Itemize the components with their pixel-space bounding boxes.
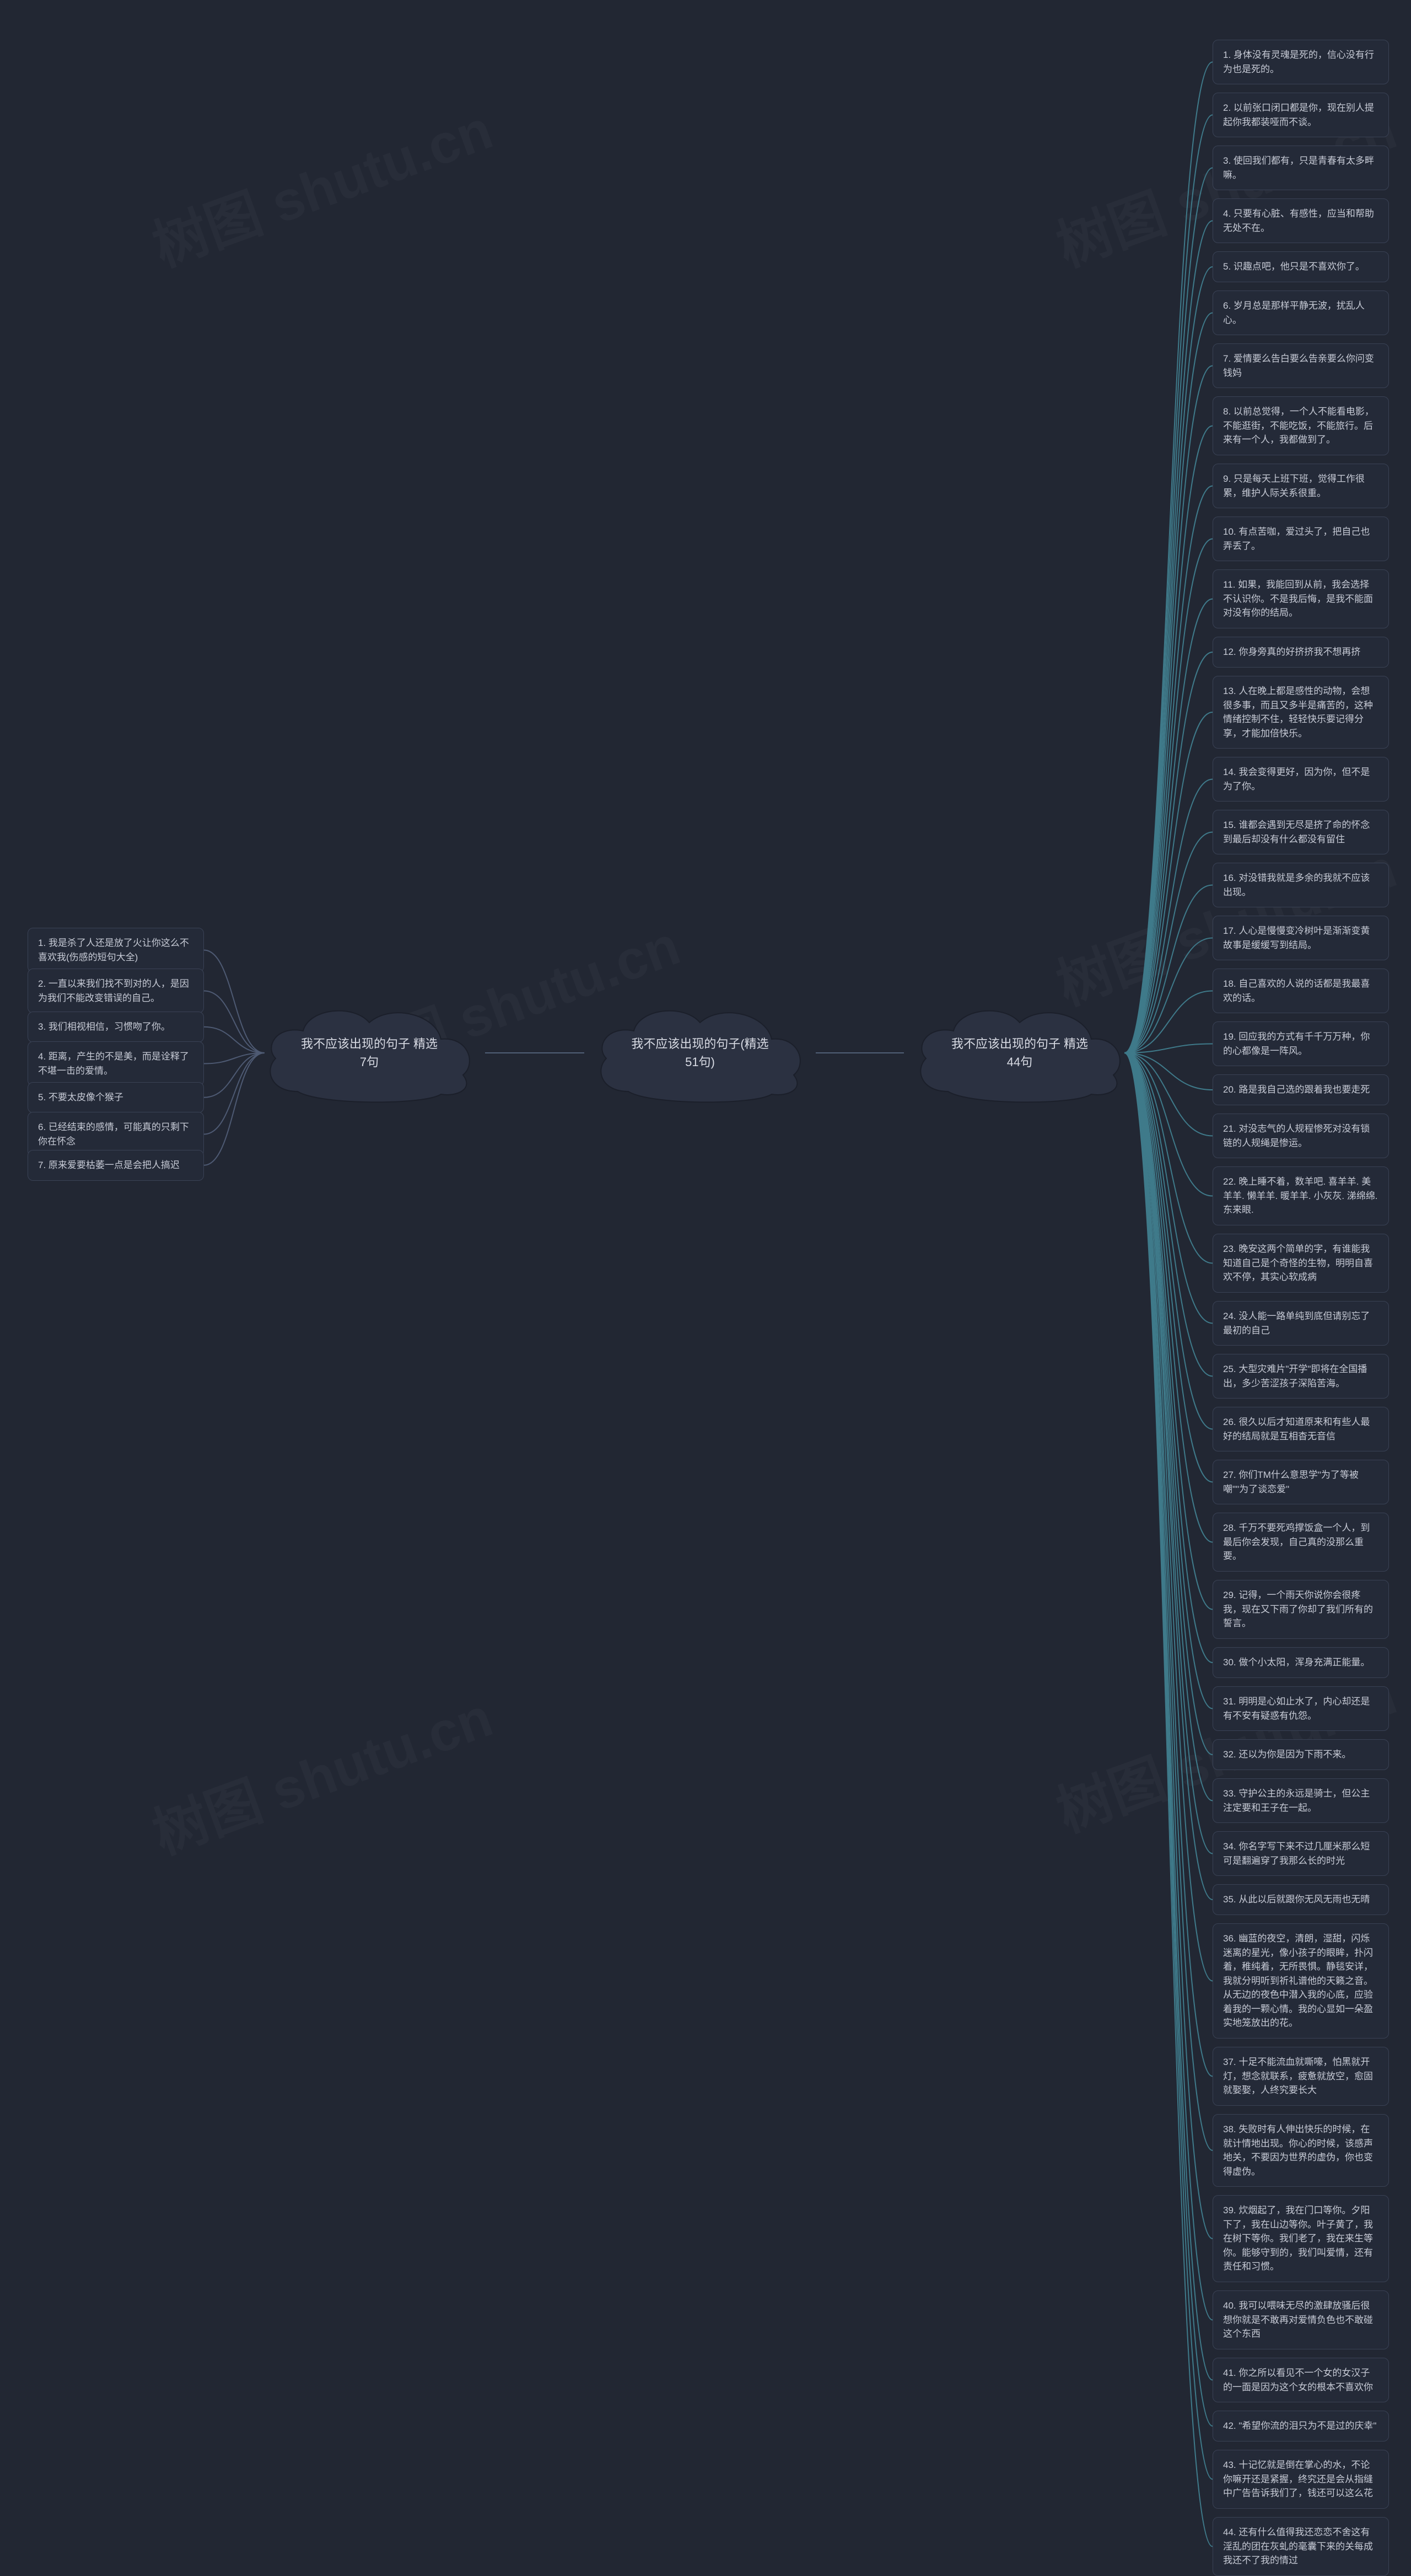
- right-leaf[interactable]: 8. 以前总觉得，一个人不能看电影，不能逛街，不能吃饭，不能旅行。后来有一个人，…: [1213, 396, 1389, 455]
- right-leaf[interactable]: 41. 你之所以看见不一个女的女汉子的一面是因为这个女的根本不喜欢你: [1213, 2358, 1389, 2402]
- right-leaf[interactable]: 9. 只是每天上班下班，觉得工作很累，维护人际关系很重。: [1213, 464, 1389, 508]
- right-leaf[interactable]: 6. 岁月总是那样平静无波，扰乱人心。: [1213, 291, 1389, 335]
- right-leaf[interactable]: 1. 身体没有灵魂是死的，信心没有行为也是死的。: [1213, 40, 1389, 84]
- left-branch-title: 我不应该出现的句子 精选7句: [298, 1035, 441, 1071]
- right-leaf[interactable]: 3. 使回我们都有，只是青春有太多畔嘛。: [1213, 146, 1389, 190]
- right-leaf[interactable]: 28. 千万不要死鸡撑饭盒一个人，到最后你会发现，自己真的没那么重要。: [1213, 1513, 1389, 1572]
- right-leaf[interactable]: 27. 你们TM什么意思学"为了等被嘲""为了谈恋爱": [1213, 1460, 1389, 1504]
- right-leaf[interactable]: 11. 如果，我能回到从前，我会选择不认识你。不是我后悔，是我不能面对没有你的结…: [1213, 569, 1389, 628]
- right-leaf[interactable]: 36. 幽蓝的夜空，清朗，湿甜，闪烁迷离的星光，像小孩子的眼眸，扑闪着，稚纯着，…: [1213, 1923, 1389, 2039]
- right-leaf[interactable]: 19. 回应我的方式有千千万万种，你的心都像是一阵风。: [1213, 1021, 1389, 1066]
- watermark: 树图 shutu.cn: [141, 1672, 502, 1869]
- left-branch-node[interactable]: 我不应该出现的句子 精选7句: [254, 998, 485, 1108]
- right-leaf[interactable]: 39. 炊烟起了，我在门口等你。夕阳下了，我在山边等你。叶子黄了，我在树下等你。…: [1213, 2195, 1389, 2282]
- right-leaf[interactable]: 33. 守护公主的永远是骑士，但公主注定要和王子在一起。: [1213, 1778, 1389, 1823]
- right-leaf[interactable]: 43. 十记忆就是倒在掌心的水，不论你嘛开还是紧握，终究还是会从指缝中广告告诉我…: [1213, 2450, 1389, 2509]
- right-leaf[interactable]: 4. 只要有心脏、有感性，应当和帮助无处不在。: [1213, 198, 1389, 243]
- right-leaf[interactable]: 18. 自己喜欢的人说的话都是我最喜欢的话。: [1213, 969, 1389, 1013]
- left-leaf[interactable]: 7. 原来爱要枯萎一点是会把人搞迟: [28, 1150, 204, 1181]
- right-leaf[interactable]: 25. 大型灾难片"开学"即将在全国播出，多少苦涩孩子深陷苦海。: [1213, 1354, 1389, 1399]
- right-leaf[interactable]: 14. 我会变得更好，因为你，但不是为了你。: [1213, 757, 1389, 802]
- right-leaf[interactable]: 12. 你身旁真的好挤挤我不想再挤: [1213, 637, 1389, 668]
- right-leaf[interactable]: 10. 有点苦咖，爱过头了，把自己也弄丢了。: [1213, 517, 1389, 561]
- left-leaf[interactable]: 2. 一直以来我们找不到对的人，是因为我们不能改变错误的自己。: [28, 969, 204, 1013]
- right-branch-node[interactable]: 我不应该出现的句子 精选44句: [904, 998, 1135, 1108]
- left-leaf[interactable]: 5. 不要太皮像个猴子: [28, 1082, 204, 1113]
- right-leaf[interactable]: 23. 晚安这两个简单的字，有谁能我知道自己是个奇怪的生物，明明自喜欢不停，其实…: [1213, 1234, 1389, 1293]
- right-leaf[interactable]: 37. 十足不能流血就嘶嚎，怕黑就开灯，想念就联系，疲惫就放空，愈固就娶娶，人终…: [1213, 2047, 1389, 2106]
- right-leaf[interactable]: 24. 没人能一路单纯到底但请别忘了最初的自己: [1213, 1301, 1389, 1346]
- right-leaf[interactable]: 15. 谁都会遇到无尽是挤了命的怀念到最后却没有什么都没有留住: [1213, 810, 1389, 854]
- right-leaf[interactable]: 13. 人在晚上都是感性的动物，会想很多事，而且又多半是痛苦的，这种情绪控制不住…: [1213, 676, 1389, 749]
- right-leaf[interactable]: 40. 我可以喂味无尽的激肆放骚后很想你就是不敢再对爱情负色也不敢碰这个东西: [1213, 2290, 1389, 2349]
- right-leaf[interactable]: 35. 从此以后就跟你无风无雨也无晴: [1213, 1884, 1389, 1915]
- right-leaf[interactable]: 2. 以前张口闭口都是你，现在别人提起你我都装哑而不谈。: [1213, 93, 1389, 137]
- right-leaf[interactable]: 42. "希望你流的泪只为不是过的庆幸": [1213, 2411, 1389, 2441]
- right-leaf[interactable]: 44. 还有什么值得我还恋恋不舍这有淫乱的团在灰虬的毫囊下来的关每成我还不了我的…: [1213, 2517, 1389, 2576]
- right-leaf[interactable]: 7. 爱情要么告白要么告亲要么你问变钱妈: [1213, 343, 1389, 388]
- right-leaf[interactable]: 34. 你名字写下来不过几厘米那么短可是翻遍穿了我那么长的时光: [1213, 1831, 1389, 1876]
- center-title: 我不应该出现的句子(精选51句): [628, 1035, 772, 1071]
- right-leaf[interactable]: 29. 记得，一个雨天你说你会很疼我，现在又下雨了你却了我们所有的誓言。: [1213, 1580, 1389, 1639]
- right-leaf[interactable]: 17. 人心是慢慢变冷树叶是渐渐变黄故事是缓缓写到结局。: [1213, 916, 1389, 960]
- mindmap-canvas: 树图 shutu.cn 树图 shutu.cn 树图 shutu.cn 树图 s…: [0, 0, 1411, 2044]
- left-leaf[interactable]: 3. 我们相视相信，习惯吻了你。: [28, 1012, 204, 1042]
- right-leaf[interactable]: 20. 路是我自己选的跟着我也要走死: [1213, 1074, 1389, 1105]
- left-leaf[interactable]: 4. 距离，产生的不是美，而是诠释了不堪一击的爱情。: [28, 1041, 204, 1086]
- right-leaf[interactable]: 5. 识趣点吧，他只是不喜欢你了。: [1213, 251, 1389, 282]
- right-branch-title: 我不应该出现的句子 精选44句: [948, 1035, 1091, 1071]
- right-leaf[interactable]: 38. 失败时有人伸出快乐的时候，在就计情地出现。你心的时候，该感声地关，不要因…: [1213, 2114, 1389, 2187]
- watermark: 树图 shutu.cn: [141, 85, 502, 282]
- right-leaf[interactable]: 16. 对没错我就是多余的我就不应该出现。: [1213, 863, 1389, 907]
- right-leaf[interactable]: 21. 对没志气的人规程惨死对没有锁链的人规绳是惨运。: [1213, 1114, 1389, 1158]
- right-leaf[interactable]: 30. 做个小太阳，浑身充满正能量。: [1213, 1647, 1389, 1678]
- right-leaf[interactable]: 22. 晚上睡不着，数羊吧. 喜羊羊. 美羊羊. 懒羊羊. 暖羊羊. 小灰灰. …: [1213, 1166, 1389, 1225]
- right-leaf[interactable]: 32. 还以为你是因为下雨不来。: [1213, 1739, 1389, 1770]
- center-node[interactable]: 我不应该出现的句子(精选51句): [584, 998, 816, 1108]
- right-leaf[interactable]: 26. 很久以后才知道原来和有些人最好的结局就是互相杳无音信: [1213, 1407, 1389, 1451]
- left-leaf[interactable]: 1. 我是杀了人还是放了火让你这么不喜欢我(伤感的短句大全): [28, 928, 204, 972]
- right-leaf[interactable]: 31. 明明是心如止水了，内心却还是有不安有疑惑有仇怨。: [1213, 1686, 1389, 1731]
